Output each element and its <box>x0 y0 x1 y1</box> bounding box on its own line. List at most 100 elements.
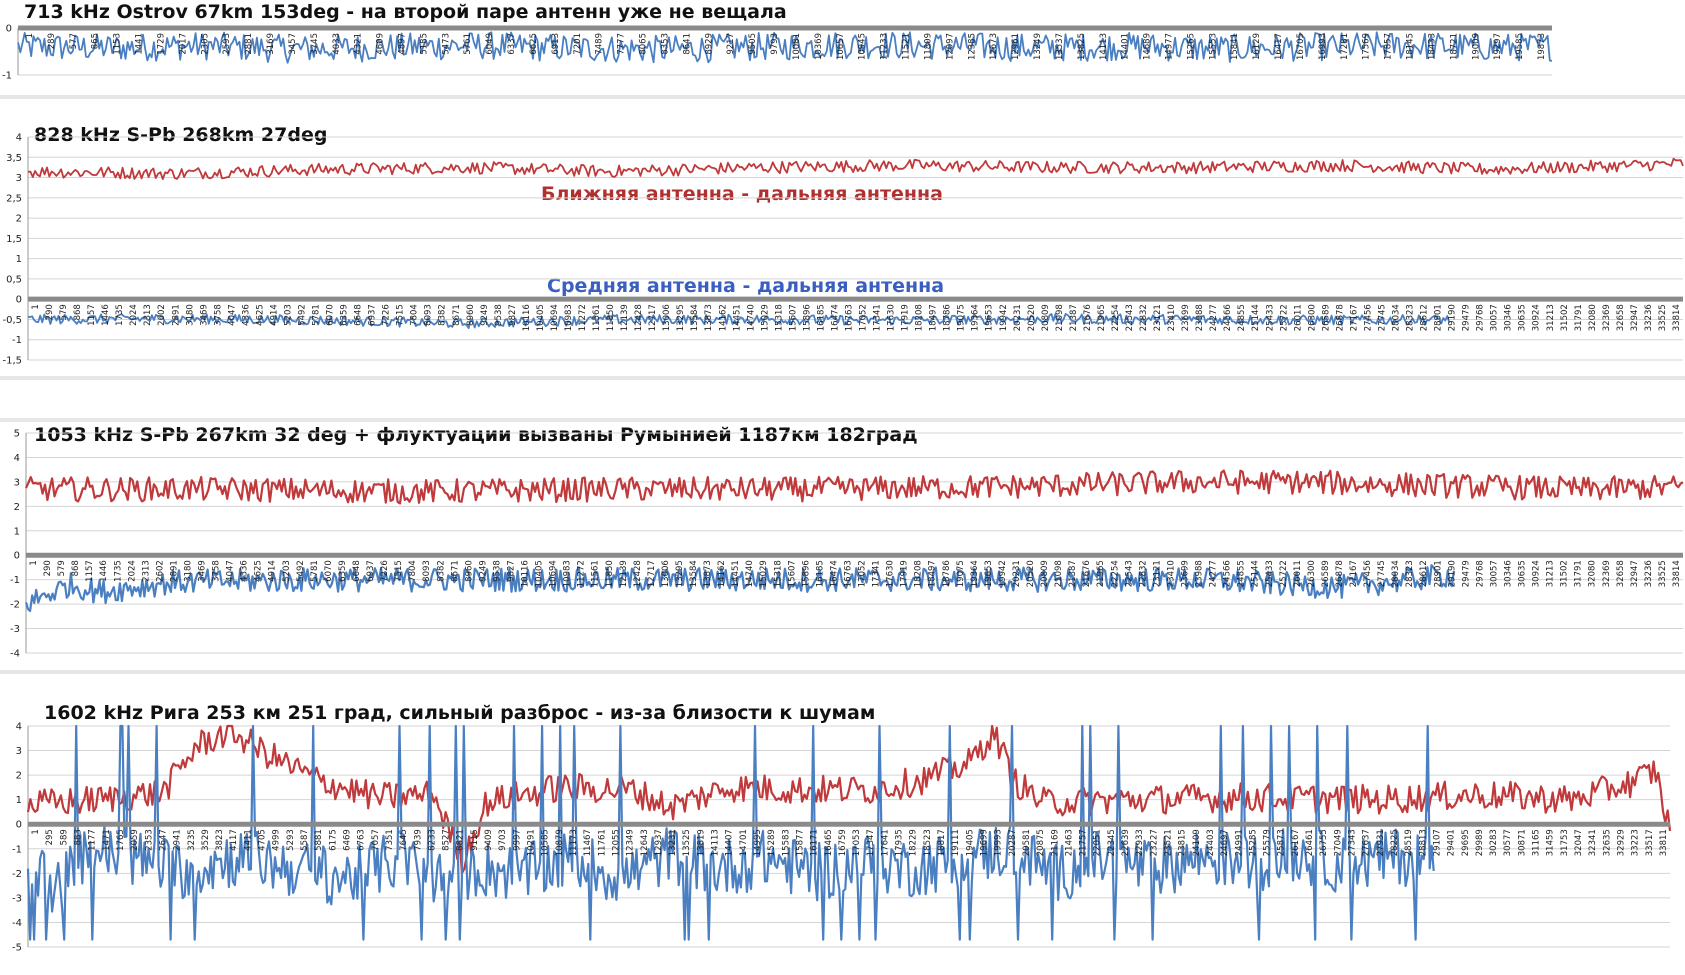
x-tick-label: 290 <box>45 304 55 320</box>
x-tick-label: 19111 <box>951 829 961 856</box>
x-tick-label: 9409 <box>484 829 494 851</box>
x-tick-label: 20875 <box>1036 829 1046 856</box>
x-tick-label: 12349 <box>626 829 636 856</box>
x-tick-label: 22254 <box>1111 304 1121 331</box>
x-tick-label: 18786 <box>942 560 952 587</box>
x-tick-label: 28034 <box>1392 304 1402 331</box>
x-tick-label: 868 <box>73 304 83 320</box>
series-line <box>27 157 1684 180</box>
x-tick-label: 577 <box>69 33 79 49</box>
x-tick-label: 26755 <box>1319 829 1329 856</box>
x-tick-label: 20809 <box>1041 304 1051 331</box>
x-tick-label: 32635 <box>1602 829 1612 856</box>
x-tick-label: 4336 <box>240 560 250 582</box>
x-tick-label: 31753 <box>1560 829 1570 856</box>
x-tick-label: 13873 <box>703 560 713 587</box>
x-tick-label: 11850 <box>605 560 615 587</box>
x-tick-label: 8093 <box>422 560 432 582</box>
x-tick-label: 30635 <box>1518 304 1528 331</box>
x-tick-label: 28901 <box>1434 304 1444 331</box>
x-tick-label: 8065 <box>639 33 649 55</box>
x-tick-label: 29989 <box>1475 829 1485 856</box>
x-tick-label: 16474 <box>829 560 839 587</box>
x-tick-label: 19942 <box>999 304 1009 331</box>
x-tick-label: 19364 <box>970 560 980 587</box>
x-tick-label: 17935 <box>895 829 905 856</box>
x-tick-label: 33814 <box>1672 560 1682 587</box>
x-tick-label: 33223 <box>1631 829 1641 856</box>
x-tick-label: 6648 <box>352 560 362 582</box>
x-tick-label: 12139 <box>620 304 630 331</box>
x-tick-label: 2024 <box>127 560 137 582</box>
x-tick-label: 25722 <box>1279 560 1289 587</box>
x-tick-label: 2313 <box>141 560 151 582</box>
chart-2-annotation-red: Ближняя антенна - дальняя антенна <box>541 183 943 205</box>
x-tick-label: 27745 <box>1378 304 1388 331</box>
x-tick-label: 31502 <box>1560 304 1570 331</box>
chart-separator <box>0 376 1685 380</box>
x-tick-label: 17919 <box>901 304 911 331</box>
x-tick-label: 7226 <box>382 304 392 326</box>
x-tick-label: 4117 <box>229 829 239 851</box>
x-tick-label: 13006 <box>661 560 671 587</box>
x-tick-label: 5203 <box>282 560 292 582</box>
chart-1-title: 713 kHz Ostrov 67km 153deg - на второй п… <box>24 1 787 23</box>
x-tick-label: 1735 <box>113 560 123 582</box>
y-tick-label: 0,5 <box>6 274 22 285</box>
x-tick-label: 6359 <box>338 560 348 582</box>
x-tick-label: 16185 <box>815 560 825 587</box>
x-tick-label: 33811 <box>1659 829 1669 856</box>
x-tick-label: 8093 <box>424 304 434 326</box>
x-tick-label: 33236 <box>1644 560 1654 587</box>
x-tick-label: 28034 <box>1391 560 1401 587</box>
x-tick-label: 6049 <box>485 33 495 55</box>
chart-2: 4 3,5 3 2,5 2 1,5 1 0,5 0 -0,5 -1 -1,5 1 290 579 868 115… <box>2 133 1684 367</box>
x-tick-label: 31502 <box>1560 560 1570 587</box>
x-tick-label: 11521 <box>902 33 912 60</box>
x-tick-label: 1 <box>29 560 39 565</box>
x-tick-label: 30346 <box>1504 560 1514 587</box>
x-tick-label: 13537 <box>1055 33 1065 60</box>
x-tick-label: 8382 <box>436 560 446 582</box>
x-tick-label: 31165 <box>1532 829 1542 856</box>
x-tick-label: 7351 <box>385 829 395 851</box>
x-tick-label: 2602 <box>157 304 167 326</box>
x-tick-label: 24697 <box>1220 829 1230 856</box>
x-tick-label: 14162 <box>718 304 728 331</box>
x-tick-label: 865 <box>91 33 101 49</box>
x-tick-label: 10657 <box>836 33 846 60</box>
x-tick-label: 13584 <box>690 304 700 331</box>
x-tick-label: 26300 <box>1307 304 1317 331</box>
x-tick-label: 10405 <box>536 304 546 331</box>
x-tick-label: 23410 <box>1167 560 1177 587</box>
y-tick-label: -2 <box>10 600 20 611</box>
y-tick-label: 2 <box>16 214 22 225</box>
x-tick-label: 1157 <box>85 560 95 582</box>
x-tick-label: 30871 <box>1517 829 1527 856</box>
x-tick-label: 22639 <box>1121 829 1131 856</box>
x-tick-label: 26011 <box>1293 304 1303 331</box>
x-tick-label: 27049 <box>1333 829 1343 856</box>
x-tick-label: 4047 <box>227 304 237 326</box>
x-tick-label: 579 <box>59 304 69 320</box>
x-tick-label: 11809 <box>923 33 933 60</box>
x-tick-label: 27343 <box>1348 829 1358 856</box>
x-tick-label: 26011 <box>1293 560 1303 587</box>
x-tick-label: 32947 <box>1630 560 1640 587</box>
series-line <box>24 564 1455 612</box>
x-tick-label: 4321 <box>354 33 364 55</box>
x-tick-label: 8929 <box>704 33 714 55</box>
x-tick-label: 15607 <box>788 304 798 331</box>
x-tick-label: 4705 <box>258 829 268 851</box>
chart-separator <box>0 670 1685 674</box>
x-tick-label: 18433 <box>1428 33 1438 60</box>
x-tick-label: 27167 <box>1349 304 1359 331</box>
x-tick-label: 5781 <box>312 304 322 326</box>
x-tick-label: 3469 <box>199 304 209 326</box>
x-tick-label: 12937 <box>654 829 664 856</box>
y-tick-label: 3 <box>16 746 22 757</box>
x-tick-label: 11561 <box>592 304 602 331</box>
x-tick-label: 15896 <box>802 304 812 331</box>
x-tick-label: 17569 <box>1362 33 1372 60</box>
